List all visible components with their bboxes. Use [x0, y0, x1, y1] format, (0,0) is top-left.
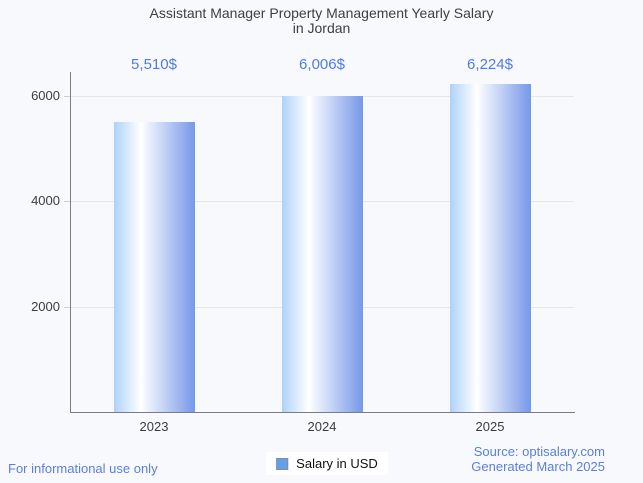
legend-label: Salary in USD — [296, 456, 378, 471]
bar-value-label: 6,006$ — [299, 56, 345, 73]
chart-title: Assistant Manager Property Management Ye… — [0, 6, 643, 36]
x-axis-label: 2025 — [475, 419, 505, 434]
x-axis-label: 2024 — [307, 419, 337, 434]
y-tick — [64, 201, 70, 203]
bar-value-label: 5,510$ — [131, 56, 177, 73]
x-axis-label: 2023 — [139, 419, 169, 434]
bar[interactable] — [113, 121, 195, 412]
y-tick — [64, 306, 70, 308]
y-tick — [64, 96, 70, 97]
chart-title-line1: Assistant Manager Property Management Ye… — [149, 5, 494, 21]
source-line: Source: optisalary.com — [473, 444, 605, 459]
source-attribution: Source: optisalary.com Generated March 2… — [471, 444, 605, 474]
x-axis-line — [70, 412, 575, 413]
bar-value-label: 6,224$ — [467, 56, 513, 73]
y-axis-line — [70, 72, 71, 413]
y-axis-label: 6000 — [31, 88, 60, 103]
generated-line: Generated March 2025 — [471, 459, 605, 474]
chart-title-line2: in Jordan — [292, 20, 351, 36]
bar[interactable] — [281, 95, 363, 412]
disclaimer-text: For informational use only — [8, 461, 158, 476]
legend-swatch-icon — [276, 457, 289, 470]
bar[interactable] — [449, 84, 531, 412]
legend: Salary in USD — [266, 452, 388, 475]
y-axis-label: 4000 — [31, 193, 60, 209]
y-axis-label: 2000 — [31, 298, 60, 314]
